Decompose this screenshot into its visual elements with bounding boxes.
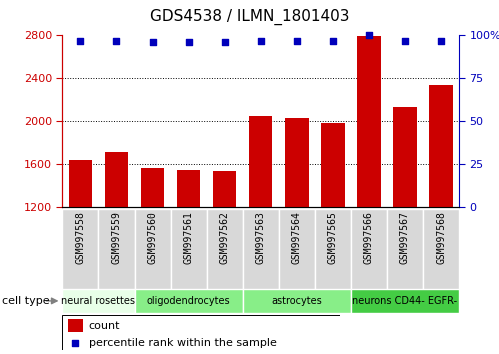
Text: GSM997568: GSM997568 [436,211,446,264]
Bar [423,209,459,289]
Text: percentile rank within the sample: percentile rank within the sample [89,338,276,348]
Text: GSM997561: GSM997561 [184,211,194,264]
Text: neural rosettes: neural rosettes [61,296,135,306]
Bar [351,289,459,313]
Text: GSM997562: GSM997562 [220,211,230,264]
Text: GSM997566: GSM997566 [364,211,374,264]
Point [149,39,157,45]
Text: neurons CD44- EGFR-: neurons CD44- EGFR- [352,296,458,306]
Bar [69,160,92,207]
Text: count: count [89,321,120,331]
Text: astrocytes: astrocytes [271,296,322,306]
Bar [62,289,135,313]
Bar [207,209,243,289]
Text: GSM997567: GSM997567 [400,211,410,264]
Bar [98,209,135,289]
Point [256,38,264,44]
Bar [105,152,128,207]
Bar [243,209,279,289]
Point [76,38,84,44]
Bar [62,209,98,289]
Bar [285,118,308,207]
Text: cell type: cell type [2,296,50,306]
Bar [177,170,200,207]
Point [293,38,301,44]
Text: GSM997559: GSM997559 [111,211,121,264]
Bar [213,171,237,207]
Bar [249,116,272,207]
Point [329,38,337,44]
Bar [393,107,417,207]
Bar [351,209,387,289]
Point [112,38,120,44]
Text: oligodendrocytes: oligodendrocytes [147,296,231,306]
Bar [68,319,83,332]
Point [437,38,445,44]
Bar [321,124,345,207]
Text: GSM997560: GSM997560 [148,211,158,264]
Bar [357,36,381,207]
Bar [315,209,351,289]
Bar [243,289,351,313]
Text: GSM997558: GSM997558 [75,211,85,264]
Bar [387,209,423,289]
Bar [141,169,164,207]
Bar [171,209,207,289]
Point [185,39,193,45]
Text: GSM997563: GSM997563 [255,211,266,264]
Text: GSM997565: GSM997565 [328,211,338,264]
Bar [279,209,315,289]
Text: GDS4538 / ILMN_1801403: GDS4538 / ILMN_1801403 [150,9,349,25]
Bar [135,289,243,313]
Bar [429,85,453,207]
Text: GSM997564: GSM997564 [292,211,302,264]
Point [221,39,229,45]
Bar [135,209,171,289]
Point [365,33,373,38]
Point [401,38,409,44]
Point [71,340,79,346]
